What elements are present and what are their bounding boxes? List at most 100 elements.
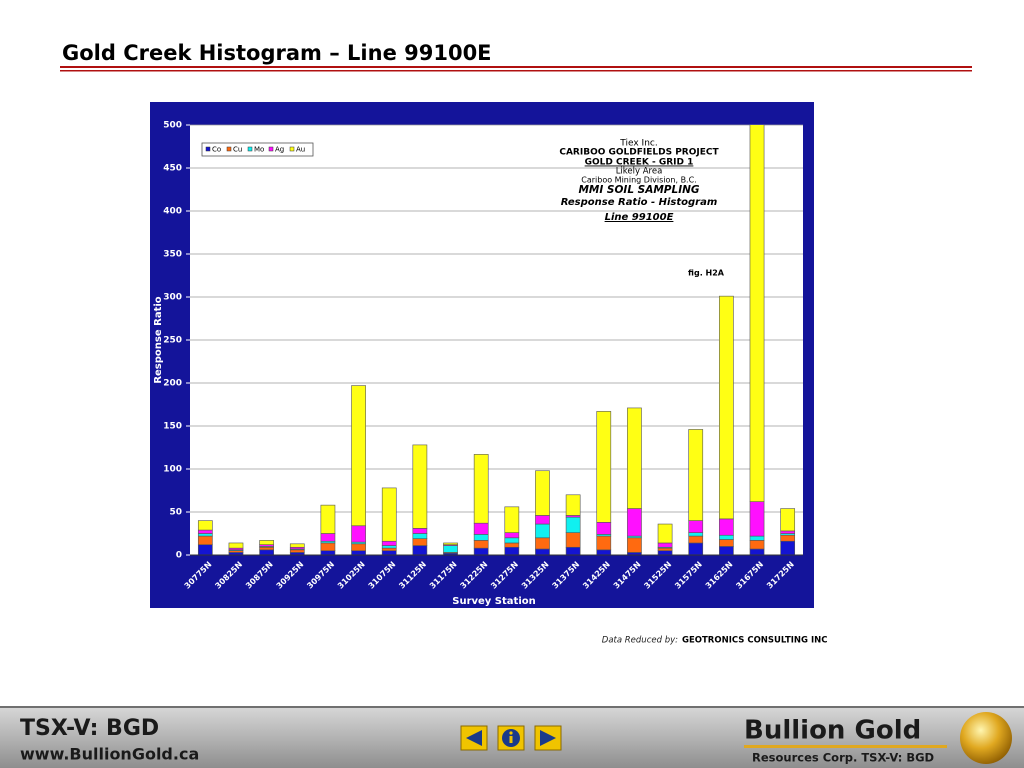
- bar-segment: [657, 547, 673, 551]
- legend: [201, 142, 314, 157]
- bar-segment: [596, 411, 612, 523]
- bar-segment: [320, 533, 336, 542]
- bar-segment: [657, 550, 673, 556]
- bar-segment: [197, 529, 213, 534]
- legend-swatch: [268, 146, 274, 152]
- bar-segment: [780, 534, 796, 542]
- logo-rule: [744, 745, 947, 748]
- bar-segment: [381, 547, 397, 551]
- bar-segment: [320, 504, 336, 534]
- bar-segment: [443, 542, 458, 545]
- legend-label: Co: [212, 146, 221, 154]
- y-tick-label: 0: [176, 551, 182, 561]
- bar-segment: [749, 540, 765, 550]
- bar-segment: [657, 542, 673, 548]
- bar-segment: [412, 533, 428, 539]
- y-tick-label: 300: [163, 293, 182, 303]
- slide-title: Gold Creek Histogram – Line 99100E: [62, 41, 492, 65]
- bar-segment: [443, 545, 458, 553]
- y-tick-label: 450: [163, 164, 182, 174]
- credit-label: Data Reduced by:: [602, 636, 678, 646]
- bar-segment: [259, 540, 274, 545]
- bar-segment: [259, 546, 274, 551]
- bar-segment: [719, 539, 734, 547]
- legend-swatch: [247, 146, 253, 152]
- bar-segment: [504, 546, 520, 556]
- y-tick-label: 200: [163, 379, 182, 389]
- title-rule: [60, 70, 972, 72]
- x-axis-title: Survey Station: [452, 596, 535, 607]
- y-axis-title: Response Ratio: [153, 296, 164, 383]
- bar-segment: [657, 523, 673, 544]
- bar-segment: [504, 537, 520, 544]
- footer-url: www.BullionGold.ca: [20, 745, 199, 764]
- bar-segment: [473, 540, 489, 549]
- footer-rule: [0, 706, 1024, 708]
- bar-segment: [596, 549, 612, 556]
- bar-segment: [381, 545, 397, 549]
- y-tick-label: 150: [163, 422, 182, 432]
- bar-segment: [780, 540, 796, 556]
- bar-segment: [749, 125, 765, 502]
- figure-label: fig. H2A: [688, 269, 725, 278]
- bar-segment: [197, 544, 213, 556]
- bar-segment: [535, 515, 550, 525]
- bar-segment: [381, 550, 397, 556]
- bar-segment: [320, 542, 336, 552]
- bar-segment: [749, 548, 765, 556]
- bar-segment: [197, 535, 213, 545]
- bar-segment: [197, 520, 213, 531]
- nav-info[interactable]: [497, 725, 525, 751]
- bar-segment: [535, 523, 550, 539]
- bar-segment: [719, 518, 734, 536]
- annotation-line: Cariboo Mining Division, B.C.: [581, 176, 696, 185]
- bar-segment: [627, 508, 642, 537]
- legend-swatch: [226, 146, 232, 152]
- bar-segment: [596, 522, 612, 535]
- annotation-line: GOLD CREEK - GRID 1: [585, 158, 694, 168]
- bar-segment: [320, 550, 336, 556]
- annotation-line: Likely Area: [616, 167, 663, 177]
- bar-segment: [289, 549, 305, 553]
- grid: [190, 124, 803, 556]
- bar-segment: [351, 543, 366, 552]
- bar-segment: [412, 528, 428, 534]
- bar-segment: [473, 454, 489, 524]
- bar-segment: [504, 532, 520, 539]
- bar-segment: [412, 538, 428, 546]
- bar-segment: [504, 542, 520, 548]
- bar-segment: [473, 522, 489, 535]
- logo-globe: [960, 712, 1012, 764]
- bar-segment: [197, 533, 213, 537]
- y-tick-label: 400: [163, 207, 182, 217]
- legend-swatch: [205, 146, 211, 152]
- annotation: Tiex Inc.CARIBOO GOLDFIELDS PROJECTGOLD …: [559, 139, 719, 224]
- bar-segment: [719, 534, 734, 540]
- legend-label: Au: [296, 146, 305, 154]
- bar-segment: [749, 501, 765, 537]
- legend-swatch: [289, 146, 295, 152]
- bar-segment: [412, 444, 428, 529]
- bar-segment: [688, 542, 704, 556]
- annotation-line: MMI SOIL SAMPLING: [578, 184, 699, 196]
- annotation-line: Line 99100E: [605, 212, 674, 223]
- nav-next[interactable]: [534, 725, 562, 751]
- bar-segment: [381, 487, 397, 542]
- bar-segment: [535, 548, 550, 556]
- bar-segment: [473, 534, 489, 541]
- y-tick-label: 100: [163, 465, 182, 475]
- legend-label: Cu: [233, 146, 242, 154]
- bars: [197, 125, 796, 556]
- nav-prev[interactable]: [460, 725, 488, 751]
- bar-segment: [351, 525, 366, 543]
- bar-segment: [228, 542, 244, 549]
- y-tick-label: 500: [163, 121, 182, 131]
- bar-segment: [719, 546, 734, 556]
- bar-segment: [780, 530, 796, 534]
- bar-segment: [688, 535, 704, 544]
- legend-items: Co Cu Mo Ag Au: [205, 146, 305, 154]
- bar-segment: [351, 385, 366, 527]
- bar-segment: [565, 516, 581, 533]
- bar-segment: [473, 547, 489, 556]
